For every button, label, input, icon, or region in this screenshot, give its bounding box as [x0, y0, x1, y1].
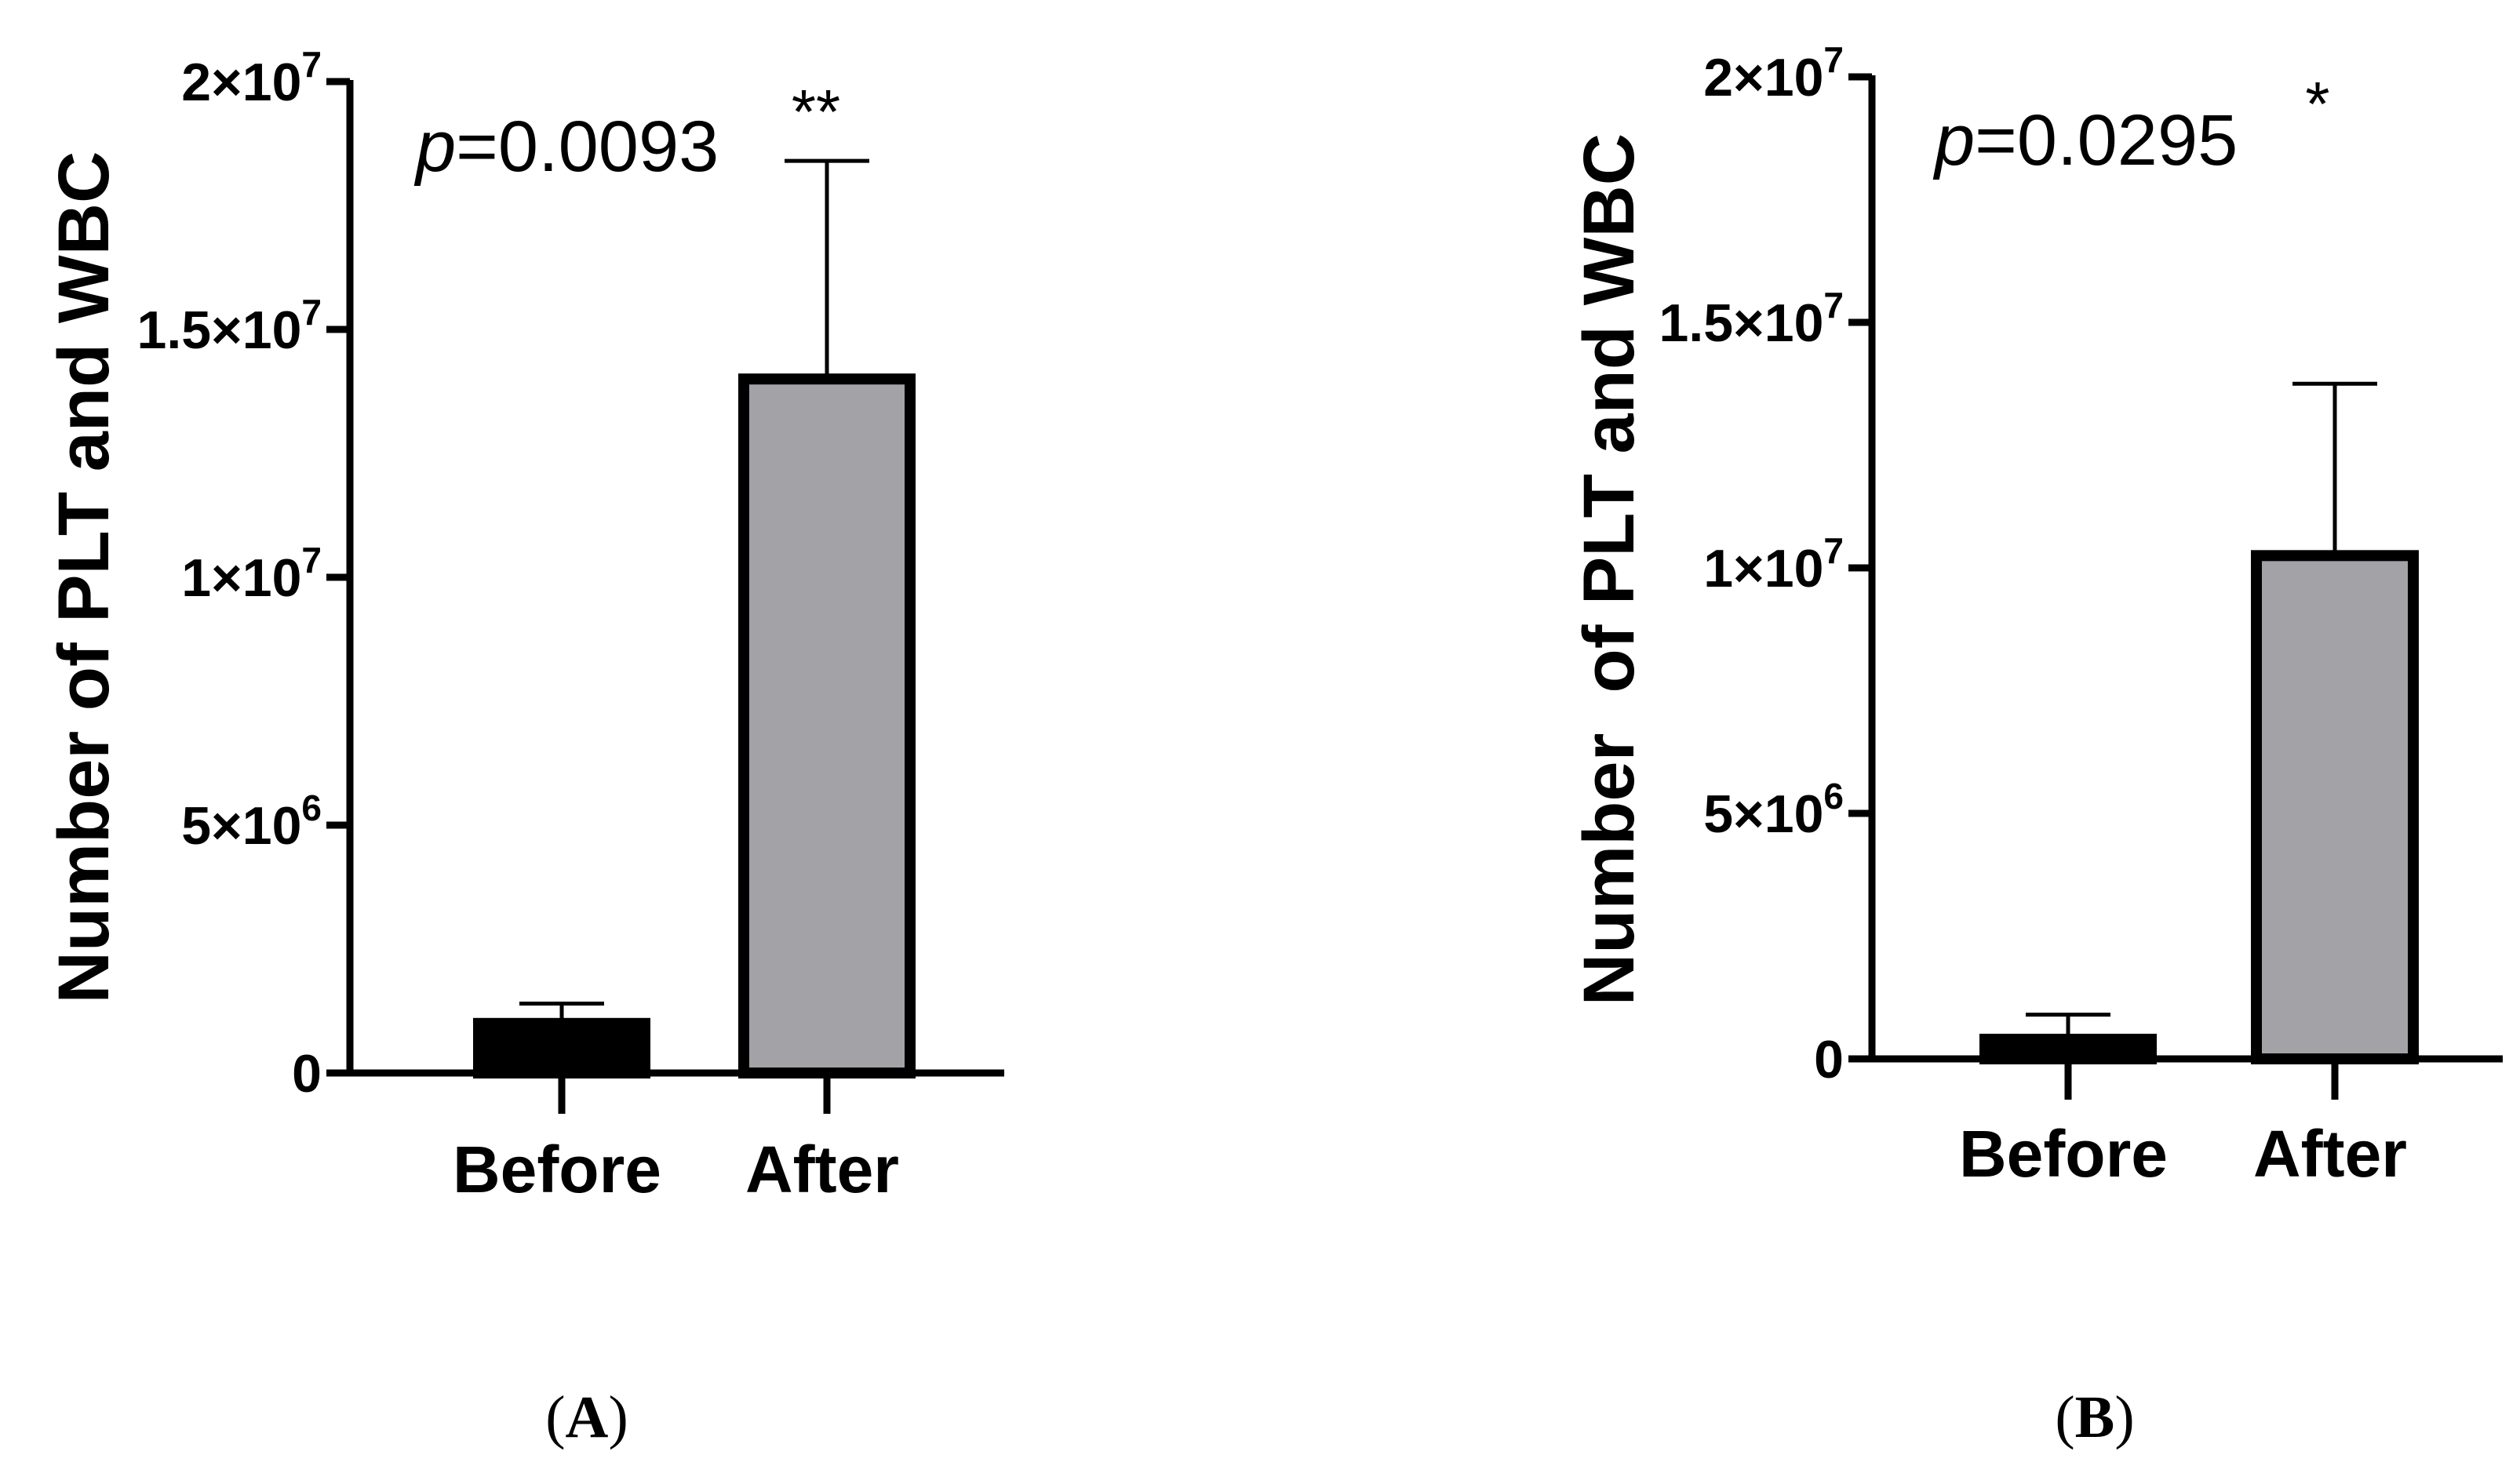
y-tick-label: 5×106 [181, 787, 322, 856]
y-axis-label: Number of PLT and WBC [1569, 133, 1649, 1006]
y-tick-label: 1.5×107 [1659, 285, 1844, 353]
y-tick-base: 0 [1814, 1030, 1844, 1089]
x-category-label: Before [1959, 1117, 2168, 1191]
panel-label-letter: B [2075, 1384, 2115, 1450]
panel-label-letter: A [566, 1384, 609, 1450]
p-value-number: =0.0093 [456, 107, 719, 187]
p-value-number: =0.0295 [1975, 100, 2238, 180]
y-tick-base: 5×10 [181, 796, 301, 856]
panel-label: (B) [2055, 1384, 2134, 1450]
y-tick-base: 1.5×10 [137, 300, 302, 360]
y-tick-label: 0 [292, 1044, 322, 1104]
y-tick-label: 1×107 [181, 540, 322, 608]
y-tick-label: 0 [1814, 1030, 1844, 1089]
y-tick-base: 1×10 [181, 548, 301, 608]
y-tick-exponent: 6 [1823, 776, 1844, 817]
y-tick-base: 2×10 [1703, 48, 1823, 107]
y-tick-label: 2×107 [181, 44, 322, 112]
y-tick-base: 1×10 [1703, 539, 1823, 598]
y-tick-label: 1.5×107 [137, 292, 322, 360]
bar-after [2251, 550, 2419, 1064]
x-category-label: After [2253, 1117, 2407, 1191]
significance-stars: ** [792, 77, 840, 147]
panel-label-open-paren: ( [545, 1384, 565, 1450]
panel-label-close-paren: ) [2114, 1384, 2134, 1450]
y-tick-label: 1×107 [1703, 530, 1844, 598]
panel-label-open-paren: ( [2055, 1384, 2074, 1450]
bar-before [1979, 1033, 2157, 1064]
bar-before [473, 1017, 650, 1079]
y-tick-exponent: 7 [301, 44, 322, 85]
bar-after [738, 373, 916, 1078]
p-value-annotation: p=0.0093 [413, 107, 719, 187]
y-tick-exponent: 7 [1823, 285, 1844, 326]
y-tick-base: 1.5×10 [1659, 293, 1824, 353]
x-category-label: After [745, 1133, 899, 1206]
panel-label: (A) [545, 1384, 628, 1450]
y-tick-base: 0 [292, 1044, 322, 1104]
significance-stars: * [2305, 69, 2329, 139]
y-tick-exponent: 7 [1823, 39, 1844, 80]
y-tick-exponent: 7 [1823, 530, 1844, 571]
y-axis-label: Number of PLT and WBC [44, 151, 124, 1004]
panel-label-close-paren: ) [608, 1384, 628, 1450]
y-tick-exponent: 7 [301, 540, 322, 580]
p-value-symbol: p [1932, 100, 1975, 180]
x-category-label: Before [453, 1133, 661, 1206]
y-tick-exponent: 7 [301, 292, 322, 333]
p-value-symbol: p [413, 107, 456, 187]
y-tick-label: 5×106 [1703, 776, 1844, 844]
p-value-annotation: p=0.0295 [1932, 100, 2238, 180]
y-tick-base: 2×10 [181, 53, 301, 112]
y-tick-label: 2×107 [1703, 39, 1844, 107]
y-tick-exponent: 6 [301, 787, 322, 828]
y-tick-base: 5×10 [1703, 784, 1823, 844]
